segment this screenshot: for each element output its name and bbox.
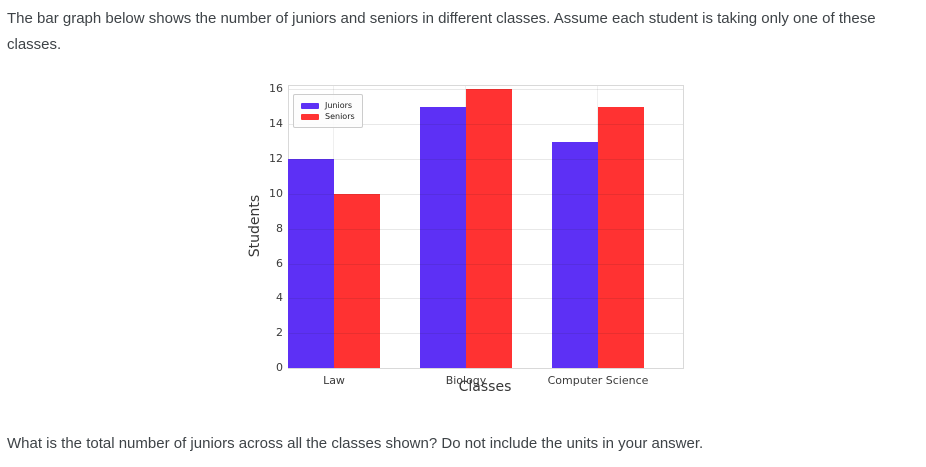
y-tick-label: 4 <box>276 291 283 305</box>
bar-juniors-biology <box>420 107 466 368</box>
y-tick-label: 0 <box>276 361 283 374</box>
intro-text: The bar graph below shows the number of … <box>7 10 876 53</box>
gridline-horizontal <box>289 124 683 126</box>
x-axis-title: Classes <box>458 379 512 395</box>
x-tick-label-computer-science: Computer Science <box>547 374 649 387</box>
x-tick-label-biology: Biology <box>445 374 487 387</box>
bar-juniors-law <box>288 159 334 368</box>
bar-seniors-computer-science <box>598 107 644 368</box>
y-axis-title: Students <box>247 194 263 258</box>
gridline-horizontal <box>289 333 683 335</box>
y-tick-label: 6 <box>276 256 283 270</box>
bar-seniors-biology <box>466 89 512 368</box>
gridline-horizontal <box>289 228 683 230</box>
gridline-horizontal <box>289 263 683 265</box>
legend-label-juniors: Juniors <box>325 101 353 110</box>
legend-item-juniors: Juniors <box>301 101 355 111</box>
gridline-horizontal <box>289 298 683 300</box>
legend-label-seniors: Seniors <box>325 112 355 121</box>
gridline-horizontal <box>289 159 683 161</box>
bar-chart-figure: Juniors Seniors 0 2 4 6 8 10 12 14 16 Law Biology C… <box>240 78 700 408</box>
y-tick-label: 8 <box>276 221 283 235</box>
juniors-color-swatch <box>301 103 319 109</box>
y-tick-label: 2 <box>276 326 283 340</box>
question-text: What is the total number of juniors acro… <box>7 435 704 452</box>
y-tick-label: 16 <box>269 82 283 96</box>
gridline-horizontal <box>289 193 683 195</box>
y-tick-label: 10 <box>269 186 283 200</box>
bar-juniors-computer-science <box>552 142 598 368</box>
gridline-horizontal <box>289 89 683 91</box>
legend-item-seniors: Seniors <box>301 112 355 122</box>
seniors-color-swatch <box>301 114 319 120</box>
plot-area: Juniors Seniors 0 2 4 6 8 10 12 14 16 Law Biology C… <box>269 82 684 387</box>
bar-seniors-law <box>334 194 380 368</box>
x-tick-label-law: Law <box>323 374 345 387</box>
y-tick-label: 12 <box>269 152 283 166</box>
chart-legend: Juniors Seniors <box>293 94 363 128</box>
y-tick-label: 14 <box>269 117 283 131</box>
